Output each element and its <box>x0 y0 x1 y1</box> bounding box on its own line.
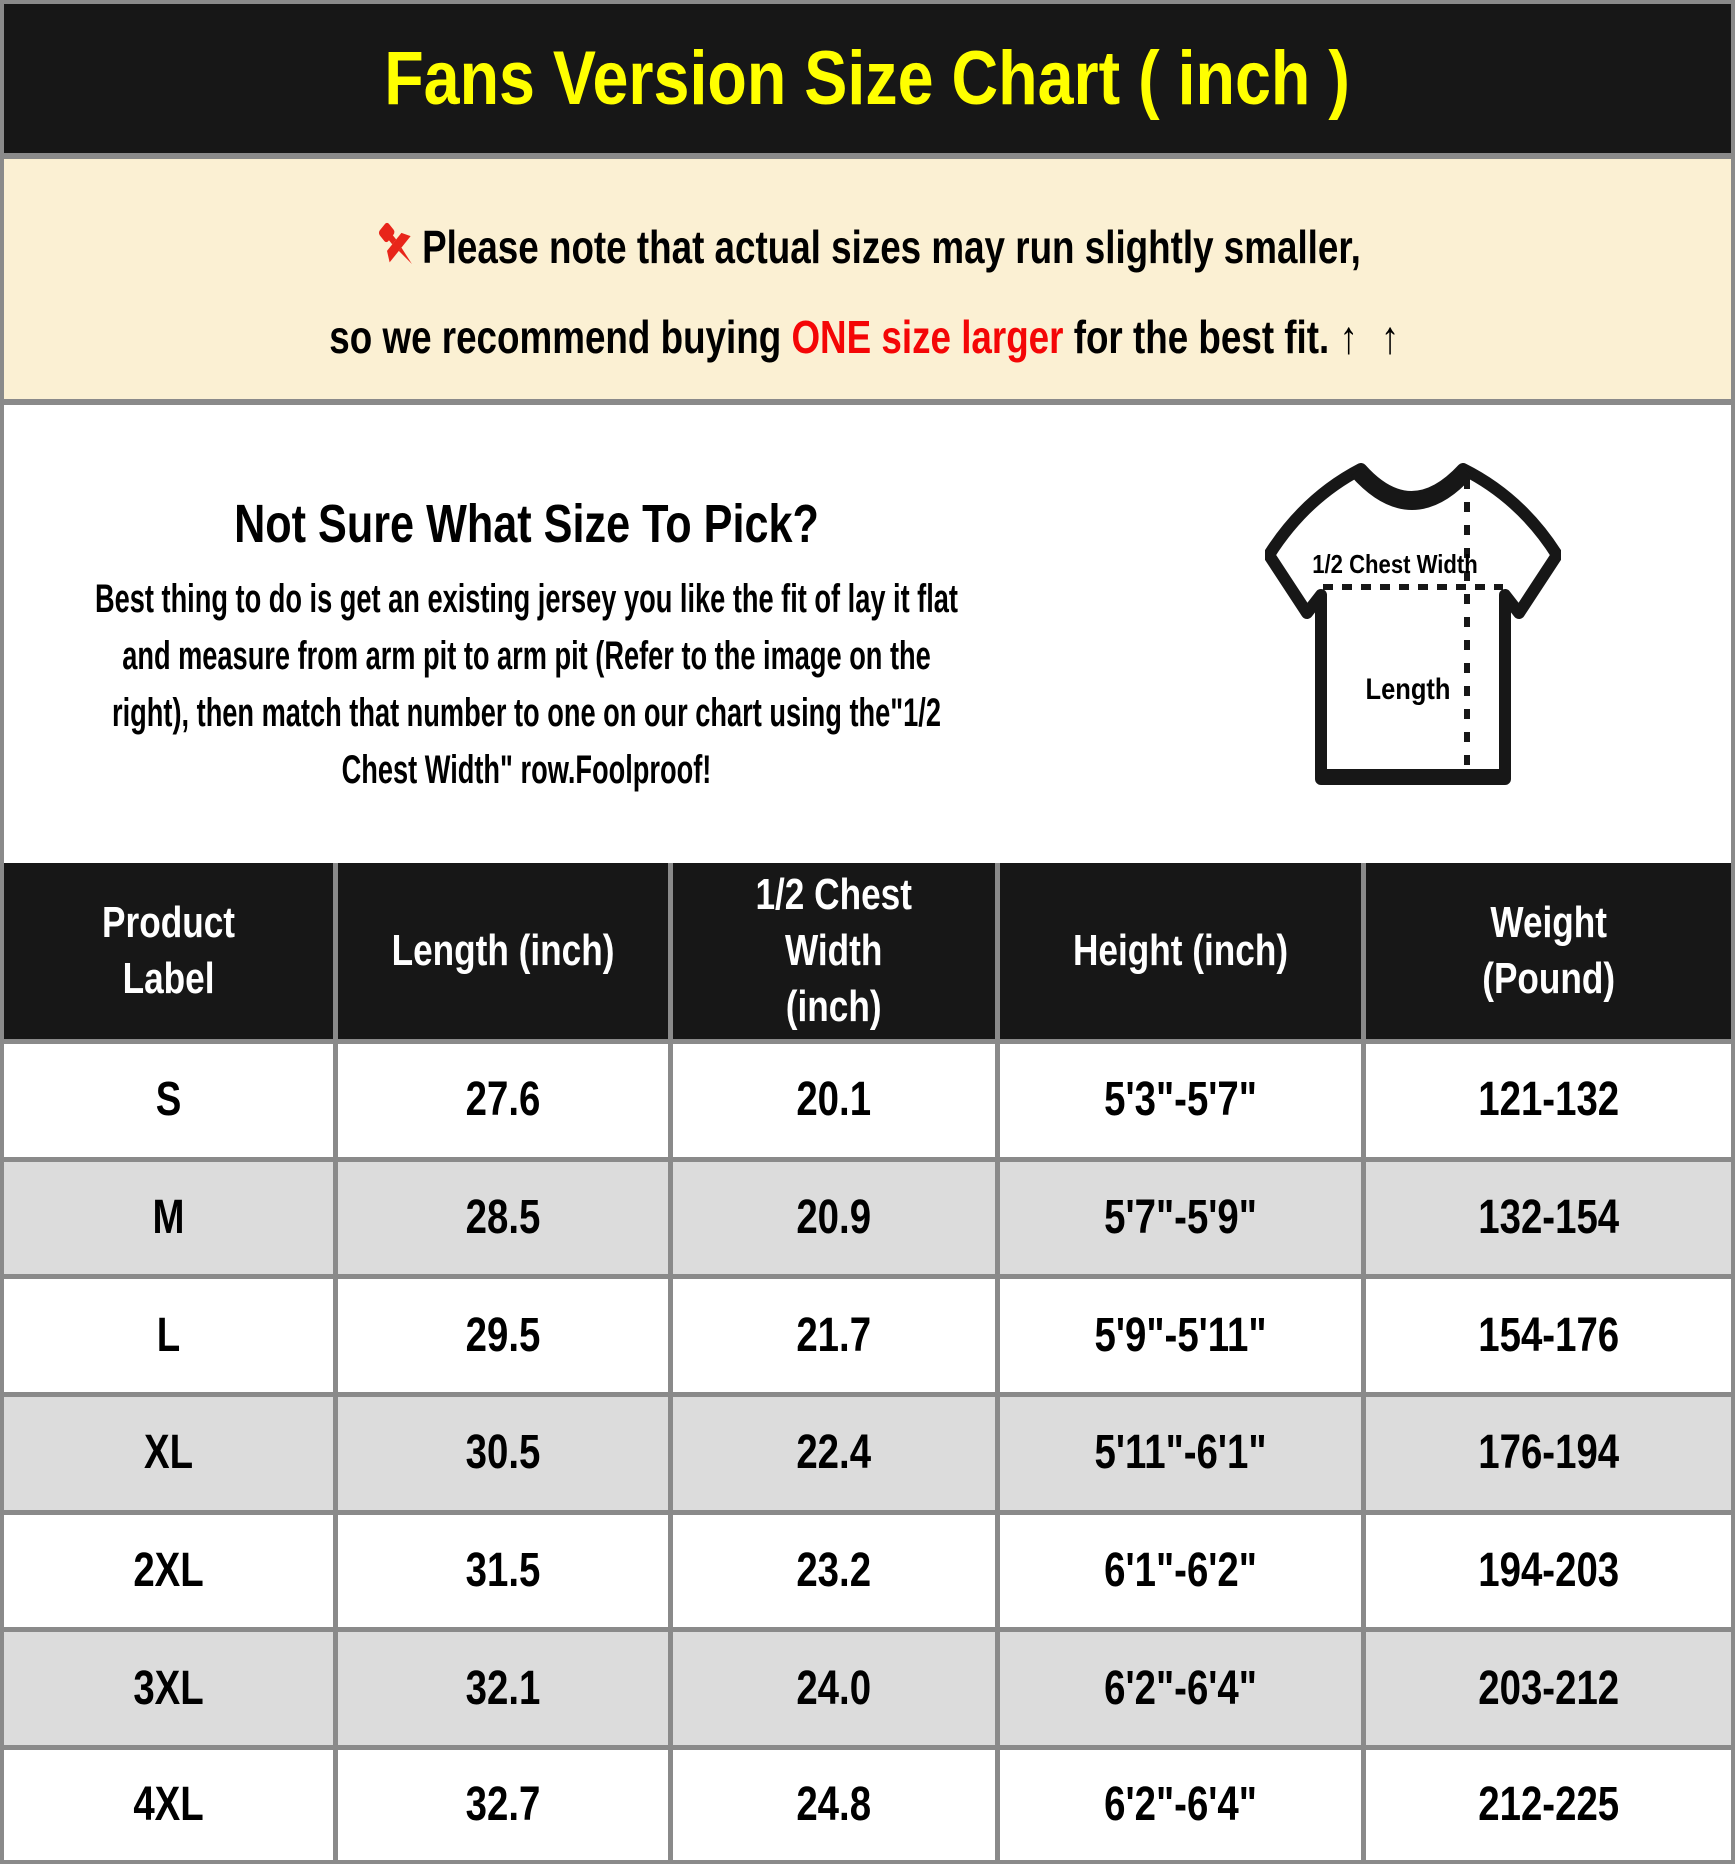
cell-length: 27.6 <box>333 1039 674 1162</box>
notice-banner: Please note that actual sizes may run sl… <box>4 159 1731 399</box>
cell-label: 4XL <box>4 1744 339 1860</box>
cell-weight: 154-176 <box>1360 1274 1731 1397</box>
cell-length: 29.5 <box>333 1274 674 1397</box>
section-divider <box>4 153 1731 159</box>
table-row-2xl: 2XL 31.5 23.2 6'1"-6'2" 194-203 <box>4 1509 1731 1633</box>
notice-text-2a: so we recommend buying <box>329 311 792 363</box>
cell-chest: 24.0 <box>668 1627 1000 1750</box>
cell-chest: 20.9 <box>668 1156 1000 1280</box>
col-header-height: Height (inch) <box>994 863 1366 1044</box>
cell-chest: 24.8 <box>668 1744 1000 1860</box>
size-table-wrap: Product Label Length (inch) 1/2 Chest Wi… <box>4 863 1731 1860</box>
cell-length: 32.7 <box>333 1744 674 1860</box>
cell-weight: 203-212 <box>1360 1627 1731 1750</box>
section-divider <box>4 399 1731 405</box>
cell-label: XL <box>4 1391 339 1515</box>
table-header-row: Product Label Length (inch) 1/2 Chest Wi… <box>4 863 1731 1044</box>
cell-length: 32.1 <box>333 1627 674 1750</box>
pushpin-icon <box>374 215 420 277</box>
cell-weight: 121-132 <box>1360 1039 1731 1162</box>
col-header-chest-width: 1/2 Chest Width (inch) <box>668 863 1000 1044</box>
cell-weight: 212-225 <box>1360 1744 1731 1860</box>
col-header-weight: Weight (Pound) <box>1360 863 1731 1044</box>
cell-height: 5'11"-6'1" <box>994 1391 1366 1515</box>
sizing-guide-section: Not Sure What Size To Pick? Best thing t… <box>4 405 1731 863</box>
length-label: Length <box>1365 673 1451 706</box>
cell-chest: 22.4 <box>668 1391 1000 1515</box>
cell-chest: 20.1 <box>668 1039 1000 1162</box>
table-row-4xl: 4XL 32.7 24.8 6'2"-6'4" 212-225 <box>4 1744 1731 1860</box>
cell-length: 31.5 <box>333 1509 674 1633</box>
table-row-l: L 29.5 21.7 5'9"-5'11" 154-176 <box>4 1274 1731 1397</box>
cell-label: M <box>4 1156 339 1280</box>
tshirt-outline-icon <box>1265 463 1561 785</box>
cell-height: 5'7"-5'9" <box>994 1156 1366 1280</box>
guide-heading: Not Sure What Size To Pick? <box>234 494 819 554</box>
cell-weight: 132-154 <box>1360 1156 1731 1280</box>
cell-weight: 176-194 <box>1360 1391 1731 1515</box>
cell-length: 28.5 <box>333 1156 674 1280</box>
col-header-length: Length (inch) <box>333 863 674 1044</box>
notice-line-2: so we recommend buying ONE size larger f… <box>177 305 1559 369</box>
cell-weight: 194-203 <box>1360 1509 1731 1633</box>
notice-line-1: Please note that actual sizes may run sl… <box>177 215 1559 279</box>
cell-height: 6'2"-6'4" <box>994 1744 1366 1860</box>
cell-height: 5'9"-5'11" <box>994 1274 1366 1397</box>
cell-height: 6'1"-6'2" <box>994 1509 1366 1633</box>
cell-label: L <box>4 1274 339 1397</box>
guide-text-block: Not Sure What Size To Pick? Best thing t… <box>4 405 1049 799</box>
table-row-3xl: 3XL 32.1 24.0 6'2"-6'4" 203-212 <box>4 1627 1731 1750</box>
chest-width-label: 1/2 Chest Width <box>1312 549 1478 579</box>
cell-height: 5'3"-5'7" <box>994 1039 1366 1162</box>
page-title: Fans Version Size Chart ( inch ) <box>384 36 1351 121</box>
cell-length: 30.5 <box>333 1391 674 1515</box>
notice-text-2b: for the best fit. <box>1063 311 1340 363</box>
cell-label: S <box>4 1039 339 1162</box>
notice-text-1: Please note that actual sizes may run sl… <box>422 221 1361 273</box>
table-row-m: M 28.5 20.9 5'7"-5'9" 132-154 <box>4 1156 1731 1280</box>
table-row-s: S 27.6 20.1 5'3"-5'7" 121-132 <box>4 1039 1731 1162</box>
cell-chest: 21.7 <box>668 1274 1000 1397</box>
notice-highlight: ONE size larger <box>791 311 1064 363</box>
size-table: Product Label Length (inch) 1/2 Chest Wi… <box>4 863 1731 1860</box>
title-band: Fans Version Size Chart ( inch ) <box>4 4 1731 153</box>
cell-label: 2XL <box>4 1509 339 1633</box>
cell-chest: 23.2 <box>668 1509 1000 1633</box>
cell-height: 6'2"-6'4" <box>994 1627 1366 1750</box>
tshirt-measure-diagram: 1/2 Chest Width Length <box>1265 463 1561 793</box>
up-arrows-icon: ↑ ↑ <box>1339 311 1406 363</box>
guide-body-text: Best thing to do is get an existing jers… <box>94 577 958 792</box>
table-row-xl: XL 30.5 22.4 5'11"-6'1" 176-194 <box>4 1391 1731 1515</box>
cell-label: 3XL <box>4 1627 339 1750</box>
col-header-product-label: Product Label <box>4 863 339 1044</box>
